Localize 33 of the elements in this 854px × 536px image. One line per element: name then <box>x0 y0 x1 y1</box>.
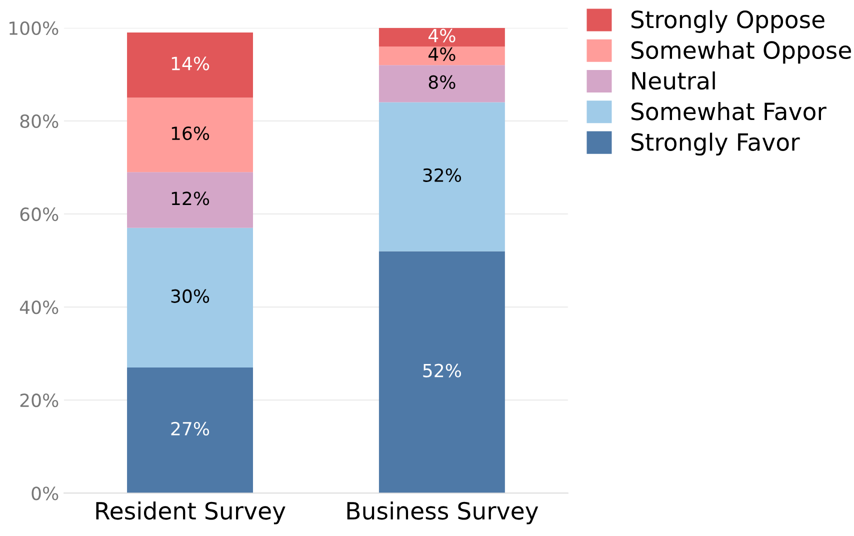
y-tick-label: 100% <box>10 21 58 35</box>
x-tick-label: Resident Survey <box>96 501 286 524</box>
bar <box>127 98 253 172</box>
data-label: 14% <box>172 56 210 70</box>
data-label: 52% <box>423 364 462 378</box>
legend-label: Somewhat Oppose <box>631 40 851 64</box>
x-tick-label: Business Survey <box>347 501 538 524</box>
bar <box>127 228 253 368</box>
data-label: 27% <box>171 422 210 436</box>
bar <box>378 102 505 252</box>
legend-label: Strongly Oppose <box>631 10 824 33</box>
y-tick-label: 80% <box>20 114 58 128</box>
data-label: 16% <box>172 126 210 140</box>
data-label: 4% <box>428 47 456 62</box>
data-label: 8% <box>428 75 456 89</box>
y-tick-label: 60% <box>20 207 58 222</box>
data-label: 32% <box>423 168 462 182</box>
legend-label: Somewhat Favor <box>631 102 826 120</box>
bar <box>378 251 505 494</box>
legend-label: Neutral <box>632 71 715 90</box>
y-tick-label: 0% <box>32 486 58 500</box>
bar <box>127 32 253 98</box>
data-label: 12% <box>172 192 210 206</box>
bar <box>378 46 505 66</box>
bar <box>378 28 505 46</box>
bar <box>127 368 253 494</box>
legend-label: Strongly Favor <box>631 132 800 156</box>
bar <box>378 65 505 102</box>
data-label: 30% <box>171 289 210 303</box>
y-tick-label: 40% <box>20 300 58 314</box>
data-label: 4% <box>428 28 456 42</box>
y-tick-label: 20% <box>20 394 58 408</box>
bar <box>127 172 253 228</box>
